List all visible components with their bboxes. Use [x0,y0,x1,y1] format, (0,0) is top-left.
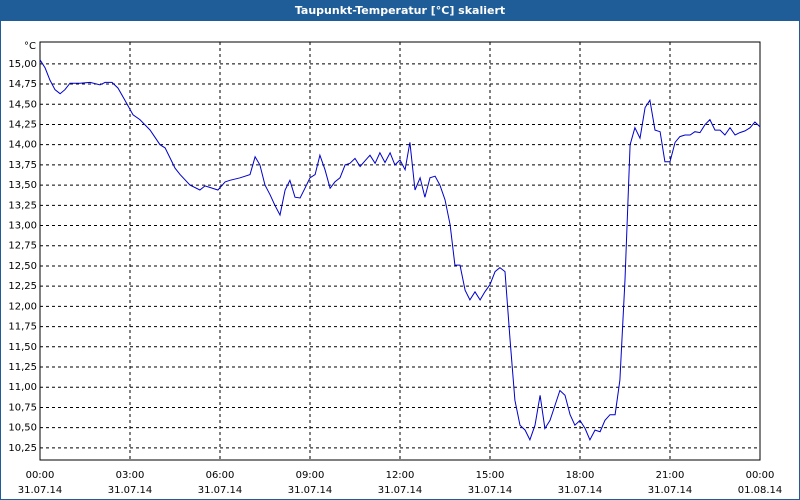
y-tick-label: 12,00 [8,301,37,312]
chart-title: Taupunkt-Temperatur [°C] skaliert [295,4,505,17]
data-line [39,59,761,442]
x-tick-date: 31.07.14 [468,485,513,496]
y-tick-label: 14,00 [8,140,37,151]
x-tick-date: 31.07.14 [648,485,693,496]
x-tick-label: 00:00 [746,470,775,481]
y-tick-label: 13,00 [8,221,37,232]
y-tick-label: 15,00 [8,59,37,70]
x-tick-label: 15:00 [476,470,505,481]
x-tick-date: 31.07.14 [288,485,333,496]
y-tick-label: 14,50 [8,99,37,110]
y-unit: °C [24,41,36,52]
x-tick-date: 31.07.14 [18,485,63,496]
y-tick-label: 12,75 [8,241,37,252]
x-tick-label: 21:00 [656,470,685,481]
x-tick-label: 12:00 [386,470,415,481]
x-tick-date: 01.08.14 [738,485,783,496]
x-tick-label: 06:00 [206,470,235,481]
y-tick-label: 10,75 [8,402,37,413]
x-tick-date: 31.07.14 [378,485,423,496]
y-tick-label: 13,25 [8,200,37,211]
x-tick-label: 09:00 [296,470,325,481]
y-tick-label: 14,25 [8,119,37,130]
x-tick-label: 03:00 [116,470,145,481]
x-tick-label: 00:00 [26,470,55,481]
x-tick-date: 31.07.14 [198,485,243,496]
x-tick-date: 31.07.14 [558,485,603,496]
y-tick-label: 10,25 [8,443,37,454]
y-tick-label: 13,50 [8,180,37,191]
y-tick-label: 11,50 [8,342,37,353]
y-tick-label: 11,00 [8,382,37,393]
y-tick-label: 10,50 [8,423,37,434]
title-bar [0,0,800,21]
y-tick-label: 12,25 [8,281,37,292]
y-tick-label: 13,75 [8,160,37,171]
y-tick-label: 14,75 [8,79,37,90]
y-tick-label: 12,50 [8,261,37,272]
y-tick-label: 11,25 [8,362,37,373]
y-tick-label: 11,75 [8,322,37,333]
x-tick-date: 31.07.14 [108,485,153,496]
x-tick-label: 18:00 [566,470,595,481]
